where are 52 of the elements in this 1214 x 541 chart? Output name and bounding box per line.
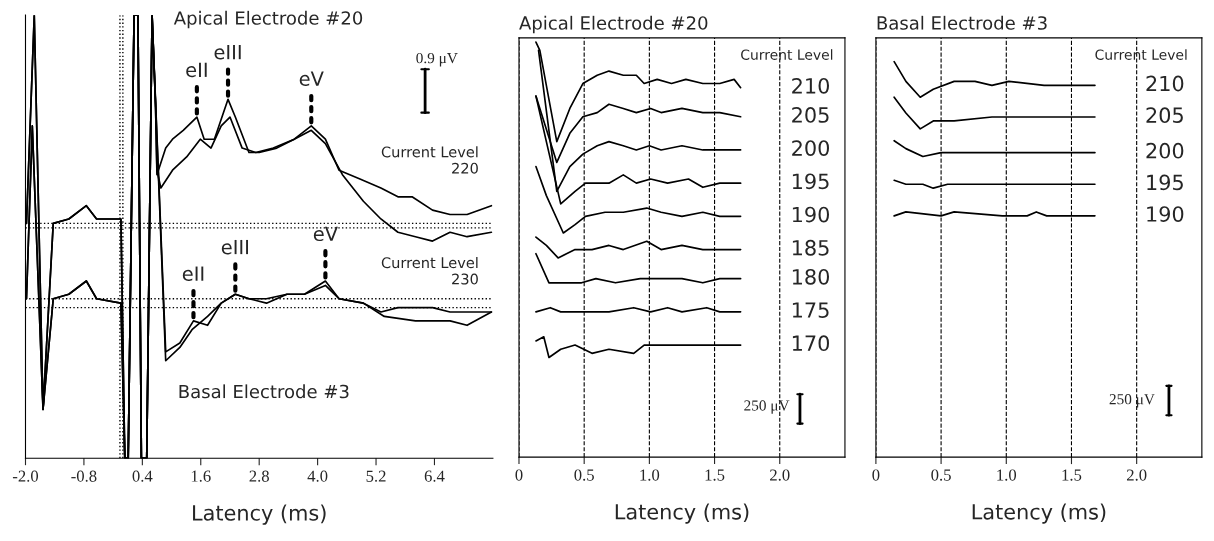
annotation: eV — [313, 226, 338, 242]
text: 200 — [792, 140, 830, 156]
annotation: Current Level 220 — [381, 146, 478, 174]
text: 195 — [1147, 174, 1183, 191]
text: 205 — [1146, 107, 1183, 124]
x-axis-title: Latency (ms) — [193, 504, 326, 525]
text: 200 — [1146, 142, 1184, 159]
text: 210 — [1146, 75, 1184, 92]
x-tick-label: 4.0 — [307, 470, 328, 482]
x-axis-title: Latency (ms) — [972, 503, 1106, 524]
text: 190 — [792, 206, 830, 223]
x-axis-title: Latency (ms) — [615, 503, 749, 524]
x-tick-label: -0.8 — [71, 470, 97, 482]
x-tick-label: 0 — [515, 469, 523, 481]
text: 175 — [792, 302, 829, 318]
text: 180 — [792, 268, 830, 285]
x-tick-label: 0 — [872, 469, 880, 481]
x-tick-label: 2.8 — [249, 470, 269, 482]
text: 210 — [792, 77, 830, 94]
annotation: Current Level 230 — [381, 256, 478, 285]
annotation: eIII — [221, 239, 248, 255]
annotation: eIII — [214, 45, 241, 60]
x-tick-label: 1.6 — [191, 470, 211, 482]
annotation: Basal Electrode #3 — [179, 384, 349, 399]
x-tick-label: 2.0 — [770, 469, 790, 481]
annotation: eII — [186, 62, 207, 78]
text: 195 — [792, 173, 829, 190]
x-tick-label: 0.5 — [574, 469, 594, 481]
x-tick-label: 1.5 — [1062, 469, 1082, 481]
x-tick-label: 1.5 — [705, 469, 725, 481]
annotation: 250 μV — [1109, 394, 1155, 408]
chart-title: Apical Electrode #20 — [519, 15, 708, 34]
annotation: 0.9 μV — [416, 52, 458, 67]
annotation: eII — [182, 266, 204, 281]
text: 190 — [1147, 206, 1184, 222]
annotation: eV — [299, 71, 324, 87]
text: 185 — [792, 239, 829, 256]
x-tick-label: 2.0 — [1126, 469, 1147, 481]
annotation: Current Level — [741, 49, 833, 60]
x-tick-label: 6.4 — [424, 470, 445, 482]
x-tick-label: 5.2 — [366, 470, 386, 482]
x-tick-label: 1.0 — [997, 469, 1017, 481]
annotation: 250 μV — [744, 400, 790, 414]
text: Current Level — [1095, 49, 1187, 60]
text: 205 — [792, 107, 829, 123]
annotation: Apical Electrode #20 — [173, 10, 363, 29]
chart-title: Basal Electrode #3 — [877, 15, 1047, 30]
x-tick-label: -2.0 — [12, 470, 39, 482]
x-tick-label: 1.0 — [640, 469, 660, 481]
text: 170 — [792, 335, 830, 352]
x-tick-label: 0.4 — [132, 470, 153, 482]
x-tick-label: 0.5 — [931, 469, 951, 481]
